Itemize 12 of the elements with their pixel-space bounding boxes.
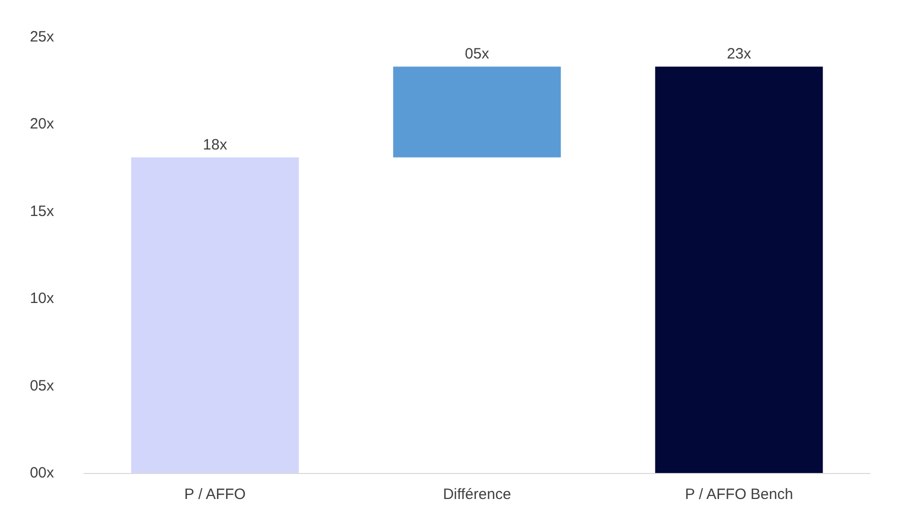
y-tick-label: 20x [30,116,54,133]
data-label: 23x [726,46,752,63]
x-tick-label: P / AFFO [184,486,246,503]
y-tick-label: 00x [30,464,54,482]
y-tick-label: 05x [30,377,54,394]
y-tick-label: 15x [30,202,54,220]
y-tick-label: 10x [30,290,54,308]
y-tick-label: 25x [30,28,54,46]
x-tick-label: P / AFFO Bench [684,486,794,503]
x-tick-label: Différence [442,486,512,503]
data-label: 05x [464,46,490,63]
data-label: 18x [202,136,228,154]
